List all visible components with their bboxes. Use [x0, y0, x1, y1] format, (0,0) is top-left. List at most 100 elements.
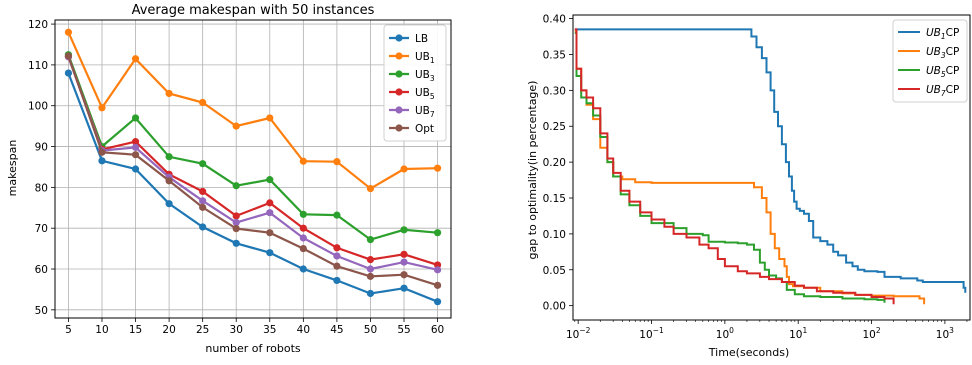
- x-tick-label: 10−2: [566, 326, 591, 341]
- data-point: [333, 244, 341, 252]
- y-tick-label: 0.40: [543, 14, 566, 26]
- legend-swatch-marker: [395, 34, 403, 42]
- x-tick-label: 45: [330, 324, 343, 336]
- data-point: [165, 200, 173, 208]
- x-tick-label: 15: [129, 324, 142, 336]
- series-line: [67, 31, 438, 190]
- legend-item: UB5: [389, 87, 435, 101]
- y-tick-label: 0.10: [543, 229, 566, 241]
- x-tick-label: 100: [716, 326, 734, 341]
- data-point: [333, 158, 341, 166]
- data-point: [366, 236, 375, 244]
- legend-label-main: UB: [415, 105, 430, 117]
- series-ub1: [64, 28, 442, 193]
- data-point: [131, 138, 140, 146]
- chart1-y-axis-label: makespan: [6, 140, 19, 197]
- data-point: [199, 160, 207, 168]
- legend-label-ub7: UB7: [415, 105, 435, 119]
- series-ub7cp: [574, 28, 895, 305]
- legend-label-sub: 7: [430, 110, 435, 119]
- chart1-ticks: 5 10 15 20 25 30 35 40 45 50 55 6050607080901001101…: [28, 19, 444, 336]
- y-tick-label: 0.00: [543, 301, 566, 313]
- makespan-chart: Average makespan with 50 instances numbe…: [6, 3, 452, 355]
- data-point: [131, 151, 140, 159]
- x-tick-base: 10: [639, 329, 652, 341]
- data-point: [232, 122, 240, 130]
- series-line: [67, 72, 439, 303]
- x-tick-label: 40: [297, 324, 310, 336]
- data-point: [199, 223, 207, 231]
- legend-swatch-marker: [395, 106, 403, 114]
- legend-swatch-marker: [395, 70, 403, 78]
- data-point: [299, 210, 307, 218]
- legend-label-main: UB: [415, 87, 430, 99]
- data-point: [232, 218, 240, 227]
- x-tick-label: 10: [95, 324, 108, 336]
- legend-box: [892, 19, 968, 103]
- chart2-y-axis-label: gap to optimality(in percentage): [526, 81, 539, 260]
- data-point: [299, 265, 307, 273]
- data-point: [333, 276, 341, 285]
- legend-label-main: UB: [926, 65, 941, 77]
- data-point: [165, 89, 173, 98]
- legend-label-lb: LB: [415, 33, 428, 45]
- data-point: [131, 55, 140, 63]
- legend-label-main: LB: [415, 33, 428, 45]
- data-point: [64, 69, 73, 77]
- data-point: [400, 226, 408, 234]
- data-point: [433, 266, 442, 274]
- legend-swatch-marker: [395, 52, 403, 60]
- legend-item: UB1CP: [898, 27, 959, 41]
- series-line: [67, 56, 438, 271]
- data-point: [232, 182, 240, 190]
- series-line: [67, 54, 438, 241]
- series-ub3cp: [574, 30, 926, 305]
- legend-item: UB5CP: [898, 65, 959, 79]
- y-tick-label: 100: [28, 101, 48, 113]
- x-tick-base: 10: [716, 329, 729, 341]
- data-point: [165, 177, 173, 185]
- data-point: [64, 52, 73, 60]
- legend-label-main: Opt: [415, 123, 434, 135]
- legend-label-sub: 1: [430, 56, 435, 65]
- data-point: [64, 28, 73, 36]
- data-point: [400, 165, 408, 173]
- legend-label-ub1: UB1: [415, 51, 435, 65]
- x-tick-label: 25: [196, 324, 209, 336]
- data-point: [98, 148, 106, 156]
- legend-label-suffix: CP: [946, 27, 960, 39]
- data-point: [366, 265, 375, 273]
- data-point: [131, 165, 140, 173]
- data-point: [433, 164, 442, 172]
- legend-label-sub: 5: [941, 70, 946, 79]
- x-tick-label: 5: [65, 324, 72, 336]
- data-point: [232, 212, 240, 220]
- y-tick-label: 0.15: [543, 193, 566, 205]
- data-point: [333, 211, 341, 219]
- y-tick-label: 110: [28, 60, 48, 72]
- legend-label-sub: 7: [941, 89, 946, 98]
- data-point: [98, 157, 106, 165]
- series-ub3: [64, 51, 442, 244]
- legend-label-ub1cp: UB1CP: [926, 27, 959, 41]
- x-tick-exponent: −2: [579, 326, 590, 335]
- data-point: [366, 256, 375, 264]
- chart1-x-axis-label: number of robots: [205, 342, 301, 355]
- legend-label-suffix: CP: [946, 65, 960, 77]
- x-tick-base: 10: [862, 329, 875, 341]
- data-point: [400, 250, 408, 258]
- data-point: [333, 252, 341, 260]
- legend-item: UB1: [389, 51, 435, 65]
- data-point: [366, 272, 375, 280]
- legend-label-suffix: CP: [946, 46, 960, 58]
- x-tick-label: 101: [789, 326, 807, 341]
- y-tick-label: 0.25: [543, 121, 566, 133]
- data-point: [98, 104, 106, 112]
- legend-item: LB: [389, 33, 428, 45]
- data-point: [400, 284, 408, 292]
- data-point: [366, 184, 375, 193]
- data-point: [366, 289, 375, 298]
- data-point: [266, 114, 274, 122]
